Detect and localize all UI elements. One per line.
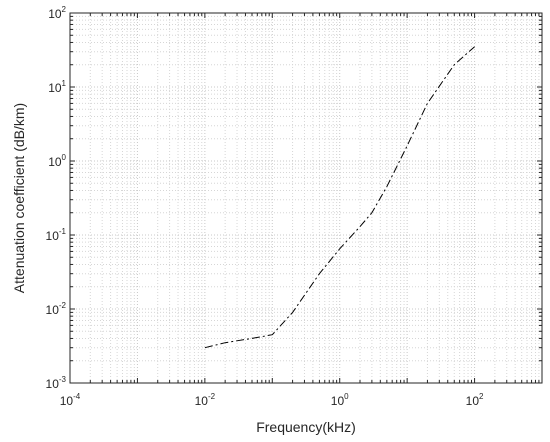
y-tick-label: 101 — [48, 79, 66, 95]
grid-lines — [69, 13, 542, 384]
y-tick-label: 10-2 — [46, 301, 67, 317]
x-axis-label: Frequency(kHz) — [256, 419, 356, 435]
series-line — [204, 46, 475, 349]
y-tick-label: 100 — [48, 153, 66, 169]
x-tick-label: 10-4 — [60, 392, 81, 408]
series-layer — [204, 46, 475, 349]
y-axis-label: Attenuation coefficient (dB/km) — [11, 103, 27, 293]
x-tick-label: 10-2 — [195, 392, 216, 408]
x-tick-label: 102 — [466, 392, 484, 408]
x-tick-label: 100 — [331, 392, 349, 408]
y-tick-labels: 10-3 10-2 10-1 100 101 102 — [46, 5, 67, 391]
y-tick-label: 10-1 — [46, 227, 67, 243]
x-tick-labels: 10-4 10-2 100 102 — [60, 392, 484, 408]
y-tick-label: 102 — [48, 5, 66, 21]
y-tick-label: 10-3 — [46, 375, 67, 391]
plot-frame — [69, 12, 543, 384]
tick-marks — [69, 13, 542, 384]
